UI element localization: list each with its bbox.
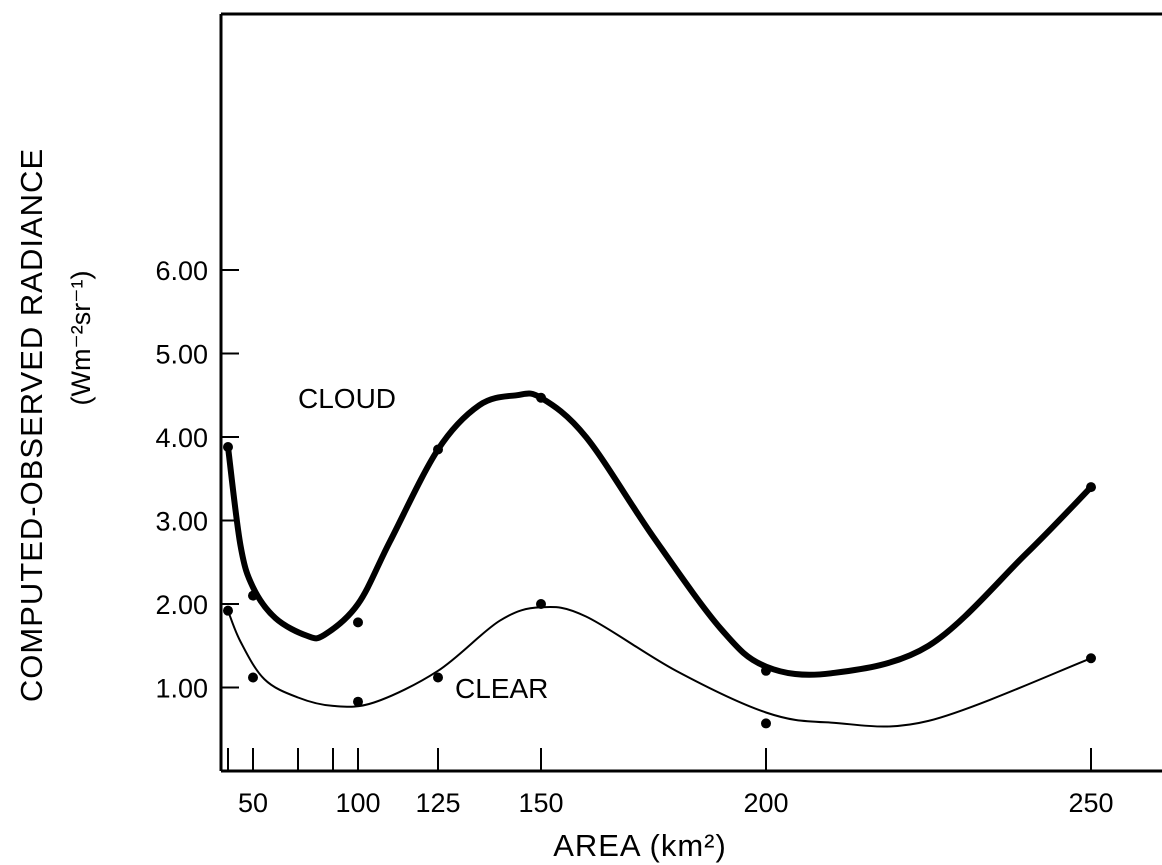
data-point-clear: [1086, 653, 1096, 664]
data-point-cloud: [433, 444, 443, 455]
x-tick-label: 200: [743, 788, 788, 818]
y-tick-label: 2.00: [155, 590, 208, 620]
y-tick-label: 4.00: [155, 423, 208, 453]
data-point-cloud: [353, 617, 363, 628]
data-point-cloud: [1086, 482, 1096, 493]
data-point-cloud: [536, 392, 546, 403]
y-axis-title: COMPUTED-OBSERVED RADIANCE: [14, 148, 49, 702]
y-axis-units: (Wm⁻²sr⁻¹): [66, 271, 96, 406]
data-point-clear: [223, 605, 233, 616]
y-tick-label: 6.00: [155, 256, 208, 286]
y-tick-label: 5.00: [155, 340, 208, 370]
data-point-clear: [433, 672, 443, 683]
x-tick-label: 150: [518, 788, 563, 818]
y-tick-label: 1.00: [155, 674, 208, 704]
series-line-clear: [227, 605, 1092, 728]
x-tick-label: 100: [335, 788, 380, 818]
axes: [219, 12, 1162, 773]
series-line-cloud: [225, 390, 1094, 678]
series-curves: [225, 390, 1094, 728]
x-axis-title: AREA (km²): [553, 828, 727, 863]
series-points: [223, 392, 1096, 729]
data-point-clear: [248, 672, 258, 683]
x-tick-label: 50: [238, 788, 268, 818]
data-point-clear: [761, 718, 771, 729]
data-point-clear: [536, 599, 546, 609]
data-point-cloud: [223, 442, 233, 453]
data-point-clear: [353, 696, 363, 707]
x-tick-label: 250: [1068, 788, 1113, 818]
data-point-cloud: [761, 665, 771, 676]
tick-labels: 50 100 125 150 200 250 1.00 2.00 3.00 4.00 5.00 6.0…: [155, 256, 1113, 818]
series-label-cloud: CLOUD: [298, 383, 396, 414]
y-tick-label: 3.00: [155, 507, 208, 537]
x-tick-label: 125: [415, 788, 460, 818]
ticks: [221, 269, 1092, 771]
series-label-clear: CLEAR: [455, 673, 548, 704]
data-point-cloud: [248, 590, 258, 601]
